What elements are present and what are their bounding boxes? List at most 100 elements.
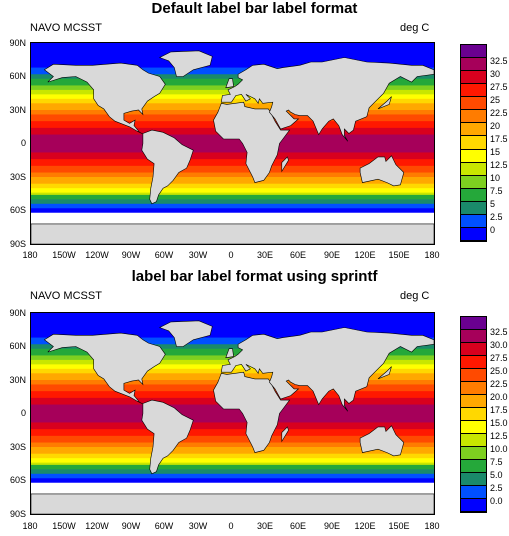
lon-tick: 120E bbox=[354, 250, 376, 260]
lon-tick: 30W bbox=[188, 521, 208, 531]
lon-tick: 30W bbox=[188, 250, 208, 260]
lat-tick: 60N bbox=[9, 71, 26, 81]
lon-tick: 120W bbox=[85, 250, 109, 260]
land-mass bbox=[213, 371, 291, 453]
sst-band bbox=[31, 440, 434, 444]
sst-band bbox=[31, 447, 434, 450]
lat-tick: 90N bbox=[9, 308, 26, 318]
label-bar-label: 25.0 bbox=[490, 366, 508, 376]
lon-tick: 90W bbox=[121, 250, 141, 260]
sst-band bbox=[31, 346, 434, 350]
sst-band bbox=[31, 315, 434, 319]
label-bar-color-box bbox=[461, 136, 486, 150]
label-bar-label: 5.0 bbox=[490, 470, 503, 480]
lon-tick: 180 bbox=[424, 250, 440, 260]
sst-band bbox=[31, 194, 434, 198]
plot-title: label bar label format using sprintf bbox=[131, 268, 378, 285]
land-mass bbox=[281, 156, 289, 173]
sst-band bbox=[31, 139, 434, 142]
sst-band bbox=[31, 74, 434, 78]
land-mass bbox=[220, 57, 434, 142]
lat-tick: 90S bbox=[9, 239, 26, 249]
label-bar bbox=[460, 316, 487, 513]
land-mass bbox=[281, 426, 289, 443]
sst-band bbox=[31, 409, 434, 412]
sst-band bbox=[31, 143, 434, 147]
sst-band bbox=[31, 174, 434, 178]
land-mass bbox=[141, 399, 194, 475]
sst-map bbox=[30, 312, 435, 515]
sst-band bbox=[31, 165, 434, 169]
lon-tick: 0 bbox=[228, 521, 234, 531]
sst-band bbox=[31, 313, 434, 316]
lon-tick: 150E bbox=[388, 250, 410, 260]
label-bar-label: 7.5 bbox=[490, 186, 503, 196]
sst-band bbox=[31, 54, 434, 57]
sst-band bbox=[31, 51, 434, 55]
sst-band bbox=[31, 429, 434, 432]
right-string: deg C bbox=[400, 22, 430, 34]
land-mass bbox=[43, 332, 166, 405]
label-bar-color-box bbox=[461, 369, 486, 382]
label-bar-label: 32.5 bbox=[490, 56, 508, 66]
plot-title: Default label bar label format bbox=[151, 0, 358, 17]
label-bar-color-box bbox=[461, 421, 486, 434]
land-mass bbox=[158, 50, 213, 77]
sst-band bbox=[31, 49, 434, 53]
sst-band bbox=[31, 156, 434, 160]
sst-band bbox=[31, 183, 434, 187]
land-mass bbox=[225, 78, 234, 89]
lat-tick: 30S bbox=[9, 172, 26, 182]
lon-tick: 90W bbox=[121, 521, 141, 531]
label-bar-label: 10.0 bbox=[490, 444, 508, 454]
sst-band bbox=[31, 201, 434, 205]
label-bar-color-box bbox=[461, 84, 486, 98]
sst-band bbox=[31, 72, 434, 75]
map-panel-1: Default label bar label format NAVO MCSS… bbox=[9, 0, 508, 260]
sst-band bbox=[31, 476, 434, 479]
lon-tick: 150W bbox=[52, 250, 76, 260]
sst-band bbox=[31, 451, 434, 455]
left-string: NAVO MCSST bbox=[30, 22, 102, 34]
sst-map-graphic bbox=[31, 313, 434, 514]
sst-band bbox=[31, 147, 434, 151]
sst-band bbox=[31, 480, 434, 484]
sst-band bbox=[31, 65, 434, 69]
sst-band bbox=[31, 58, 434, 62]
sst-band bbox=[31, 433, 434, 437]
sst-band bbox=[31, 420, 434, 424]
sst-band bbox=[31, 152, 434, 156]
lat-tick: 90S bbox=[9, 509, 26, 519]
sst-band bbox=[31, 170, 434, 174]
sst-band bbox=[31, 321, 434, 325]
sst-band bbox=[31, 330, 434, 334]
sst-band bbox=[31, 453, 434, 457]
sst-band bbox=[31, 411, 434, 415]
sst-band bbox=[31, 415, 434, 419]
sst-band bbox=[31, 192, 434, 196]
sst-band bbox=[31, 43, 434, 46]
sst-band bbox=[31, 56, 434, 60]
sst-band bbox=[31, 185, 434, 189]
label-bar-color-box bbox=[461, 408, 486, 421]
lat-tick: 30S bbox=[9, 442, 26, 452]
label-bar-label: 20.0 bbox=[490, 392, 508, 402]
sst-band bbox=[31, 455, 434, 459]
label-bar-color-box bbox=[461, 486, 486, 499]
lon-tick: 60E bbox=[289, 521, 306, 531]
label-bar-label: 20 bbox=[490, 121, 501, 131]
label-bar-color-box bbox=[461, 473, 486, 486]
sst-band bbox=[31, 342, 434, 345]
lat-tick: 60S bbox=[9, 205, 26, 215]
land-mass bbox=[31, 493, 434, 514]
sst-band bbox=[31, 168, 434, 171]
land-mass bbox=[43, 62, 166, 135]
sst-band bbox=[31, 467, 434, 470]
lon-tick: 0 bbox=[228, 250, 234, 260]
lon-tick: 120W bbox=[85, 521, 109, 531]
lat-tick: 30N bbox=[9, 375, 26, 385]
sst-band bbox=[31, 413, 434, 417]
label-bar-label: 7.5 bbox=[490, 457, 503, 467]
label-bar-color-box bbox=[461, 447, 486, 460]
sst-map bbox=[30, 42, 435, 245]
